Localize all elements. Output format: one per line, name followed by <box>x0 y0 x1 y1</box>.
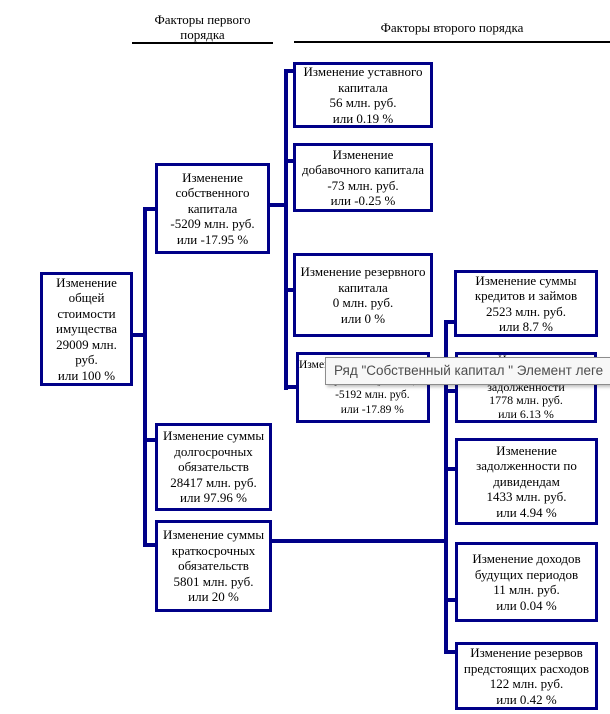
header-second-order-underline <box>294 41 610 43</box>
connector-trunk-first-order <box>143 207 147 547</box>
connector-trunk-to-dividends <box>446 467 456 471</box>
header-first-order: Факторы первого порядка <box>154 12 251 42</box>
node-short-term-liabilities[interactable]: Изменение суммы краткосрочных обязательс… <box>155 520 272 612</box>
connector-trunk-to-upcoming <box>446 650 456 654</box>
connector-trunk-to-deferred <box>446 598 456 602</box>
connector-trunk-to-charter <box>286 69 295 73</box>
connector-trunk-short-term <box>444 320 448 654</box>
connector-trunk-to-retained <box>286 385 298 389</box>
connector-trunk-to-payables <box>446 389 456 393</box>
connector-trunk-to-own-capital <box>145 207 156 211</box>
node-total-assets[interactable]: Изменение общей стоимости имущества 2900… <box>40 272 133 386</box>
node-charter-capital[interactable]: Изменение уставного капитала 56 млн. руб… <box>293 62 433 128</box>
header-second-order: Факторы второго порядка <box>380 20 524 35</box>
node-own-capital[interactable]: Изменение собственного капитала -5209 мл… <box>155 163 270 254</box>
node-upcoming-expense-reserves[interactable]: Изменение резервов предстоящих расходов … <box>455 642 598 710</box>
node-reserve-capital[interactable]: Изменение резервного капитала 0 млн. руб… <box>293 253 433 337</box>
node-long-term-liabilities[interactable]: Изменение суммы долгосрочных обязательст… <box>155 423 272 511</box>
connector-own-capital-to-trunk <box>268 203 286 207</box>
connector-trunk-to-reserve <box>286 288 295 292</box>
connector-trunk-own-capital <box>284 69 288 390</box>
node-dividend-debt[interactable]: Изменение задолженности по дивидендам 14… <box>455 438 598 525</box>
node-additional-capital[interactable]: Изменение добавочного капитала -73 млн. … <box>293 143 433 212</box>
connector-trunk-to-long-term <box>145 438 156 442</box>
connector-short-term-to-trunk <box>270 539 446 543</box>
connector-trunk-to-short-term <box>145 543 156 547</box>
connector-trunk-to-credits <box>446 320 456 324</box>
chart-tooltip: Ряд "Собственный капитал " Элемент леге <box>325 357 610 385</box>
node-credits-and-loans[interactable]: Изменение суммы кредитов и займов 2523 м… <box>454 270 598 337</box>
connector-total-to-trunk <box>131 333 145 337</box>
header-first-order-underline <box>132 42 273 44</box>
connector-trunk-to-additional <box>286 159 295 163</box>
node-deferred-income[interactable]: Изменение доходов будущих периодов 11 мл… <box>455 542 598 622</box>
